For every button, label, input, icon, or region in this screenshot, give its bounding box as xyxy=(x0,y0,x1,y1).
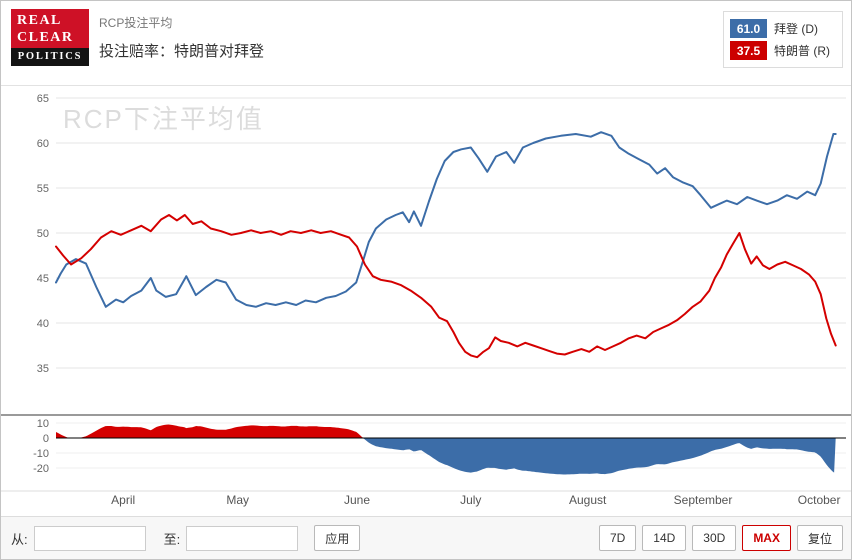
apply-button[interactable]: 应用 xyxy=(314,525,361,551)
trump-value-badge: 37.5 xyxy=(730,41,767,60)
legend-row-trump: 37.5 特朗普 (R) xyxy=(730,41,836,60)
to-date-input[interactable] xyxy=(186,525,299,551)
svg-text:-10: -10 xyxy=(33,448,49,460)
svg-text:50: 50 xyxy=(37,228,49,240)
logo-text-real: REAL xyxy=(17,13,62,28)
logo-text-clear: CLEAR xyxy=(17,29,74,45)
svg-text:65: 65 xyxy=(37,93,49,105)
logo-text-politics: POLITICS xyxy=(11,48,89,67)
svg-text:April: April xyxy=(111,493,135,507)
svg-text:45: 45 xyxy=(37,273,49,285)
svg-text:40: 40 xyxy=(37,318,49,330)
range-7d-button[interactable]: 7D xyxy=(598,525,637,551)
betting-average-chart[interactable]: 65 60 55 50 45 40 35 10 0 -10 -20 April May June July A… xyxy=(1,86,852,518)
controls-bar: 从: 至: 应用 7D 14D 30D MAX 复位 xyxy=(1,516,851,559)
from-date-input[interactable] xyxy=(33,525,146,551)
svg-text:60: 60 xyxy=(37,138,49,150)
range-14d-button[interactable]: 14D xyxy=(642,525,687,551)
svg-text:35: 35 xyxy=(37,363,49,375)
legend-row-biden: 61.0 拜登 (D) xyxy=(730,19,836,38)
svg-text:10: 10 xyxy=(37,418,49,430)
svg-text:June: June xyxy=(344,493,370,507)
svg-text:55: 55 xyxy=(37,183,49,195)
svg-text:October: October xyxy=(798,493,841,507)
biden-value-badge: 61.0 xyxy=(730,19,767,38)
title-block: RCP投注平均 投注赔率：特朗普对拜登 xyxy=(99,14,264,61)
svg-text:August: August xyxy=(569,493,607,507)
legend: 61.0 拜登 (D) 37.5 特朗普 (R) xyxy=(723,11,843,68)
range-max-button[interactable]: MAX xyxy=(742,525,791,551)
rcp-logo[interactable]: REAL CLEAR POLITICS xyxy=(11,9,89,67)
chart-area[interactable]: RCP下注平均值 65 60 55 50 45 40 35 10 0 -10 -20 April May… xyxy=(1,86,852,518)
reset-button[interactable]: 复位 xyxy=(796,525,843,551)
svg-text:-20: -20 xyxy=(33,463,49,475)
header: REAL CLEAR POLITICS RCP投注平均 投注赔率：特朗普对拜登 … xyxy=(1,1,851,86)
trump-legend-label: 特朗普 (R) xyxy=(774,44,830,58)
to-label: 至: xyxy=(163,531,181,547)
from-label: 从: xyxy=(11,531,28,547)
svg-text:September: September xyxy=(674,493,733,507)
svg-text:May: May xyxy=(226,493,249,507)
svg-text:0: 0 xyxy=(43,433,49,445)
chart-kicker: RCP投注平均 xyxy=(99,16,173,30)
logo-red-block: REAL CLEAR xyxy=(11,9,89,49)
svg-text:July: July xyxy=(460,493,481,507)
chart-title: 投注赔率：特朗普对拜登 xyxy=(99,43,265,60)
biden-legend-label: 拜登 (D) xyxy=(774,22,818,36)
range-30d-button[interactable]: 30D xyxy=(692,525,737,551)
